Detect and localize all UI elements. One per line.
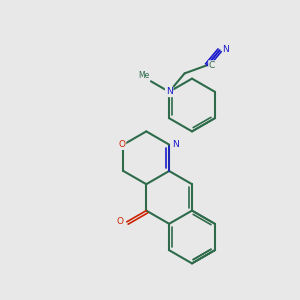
Text: C: C [208, 61, 215, 70]
Text: O: O [117, 217, 124, 226]
Text: O: O [118, 140, 125, 149]
Text: Me: Me [138, 71, 149, 80]
Text: N: N [172, 140, 179, 149]
Text: N: N [166, 87, 172, 96]
Text: N: N [222, 45, 229, 54]
